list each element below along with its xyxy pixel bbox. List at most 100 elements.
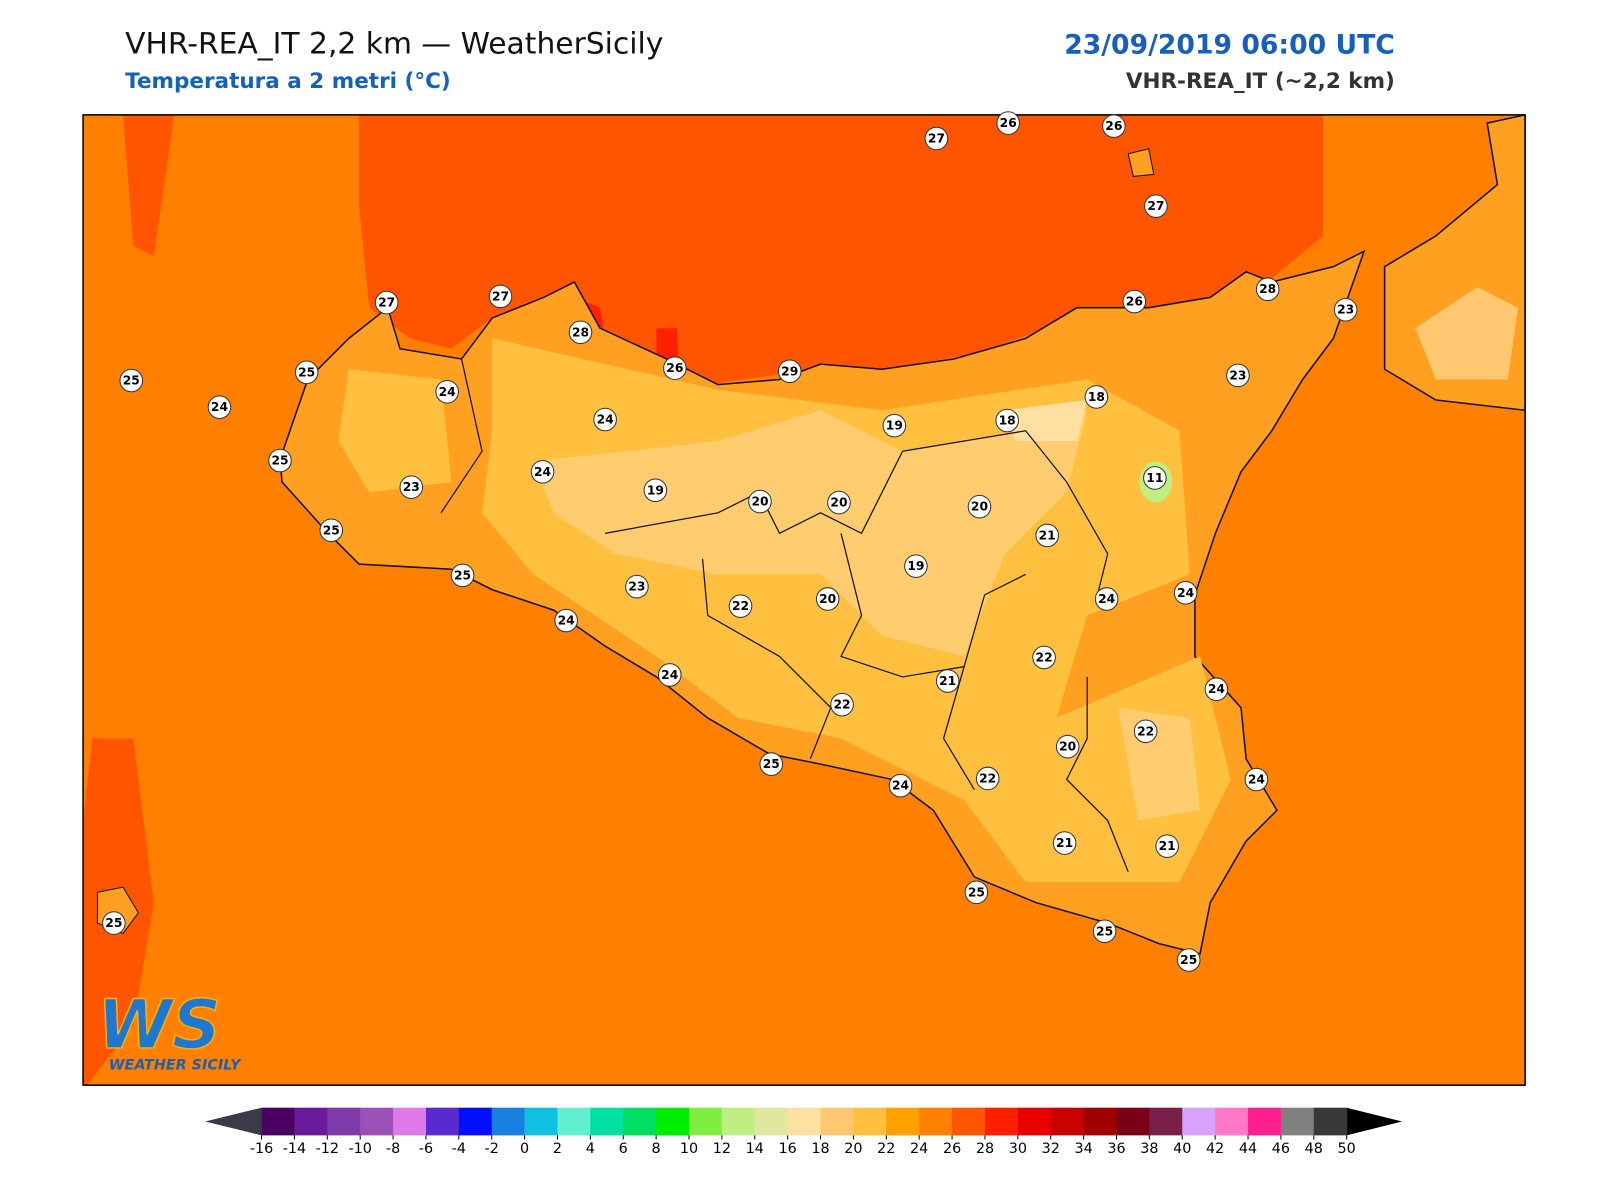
colorbar-cell	[919, 1107, 953, 1136]
station-marker	[102, 911, 126, 935]
colorbar-cell	[820, 1107, 854, 1136]
station: 20	[748, 489, 772, 514]
station-value: 23	[1337, 303, 1354, 317]
station-value: 23	[403, 480, 420, 494]
colorbar-cell	[524, 1107, 558, 1136]
station: 23	[625, 574, 649, 599]
station-marker	[399, 475, 424, 499]
colorbar-tick-label: 4	[586, 1141, 595, 1157]
station-value: 25	[105, 916, 122, 930]
station-value: 21	[939, 674, 956, 688]
station-marker	[888, 773, 913, 798]
station: 27	[924, 126, 949, 151]
station-value: 26	[1000, 116, 1017, 130]
colorbar-tick-label: 20	[844, 1141, 862, 1157]
colorbar-tick-label: 2	[553, 1141, 562, 1157]
station-value: 21	[1039, 528, 1056, 542]
colorbar-tick-label: 50	[1338, 1141, 1356, 1157]
station: 27	[488, 284, 513, 309]
station: 28	[568, 320, 593, 345]
station-value: 26	[666, 361, 683, 375]
colorbar-cell	[1083, 1107, 1118, 1136]
station: 24	[1173, 581, 1198, 605]
colorbar-tick-label: -16	[250, 1141, 273, 1157]
station: 23	[1333, 297, 1358, 322]
station-marker	[374, 290, 399, 315]
station-marker	[319, 518, 344, 543]
station: 23	[1226, 363, 1250, 388]
colorbar-tick-label: 12	[713, 1141, 731, 1157]
station-marker	[530, 460, 555, 484]
colorbar-cell	[1017, 1107, 1052, 1136]
colorbar-tick-label: 16	[779, 1141, 797, 1157]
station: 21	[1035, 523, 1059, 548]
colorbar-tick-label: 22	[877, 1141, 895, 1157]
station-marker	[1092, 919, 1117, 944]
station-marker	[1133, 719, 1158, 744]
station-value: 24	[661, 668, 678, 682]
colorbar-tick-label: 34	[1074, 1141, 1092, 1157]
station-value: 22	[979, 771, 996, 785]
station: 28	[1255, 277, 1280, 302]
station-marker	[625, 574, 649, 599]
station: 25	[1092, 919, 1117, 944]
logo-text: WEATHER SICILY	[109, 1058, 242, 1074]
station: 19	[904, 554, 928, 578]
station: 24	[593, 407, 617, 432]
station-value: 20	[830, 496, 847, 510]
station: 20	[1055, 734, 1080, 759]
station-value: 24	[1208, 682, 1225, 696]
station-marker	[268, 448, 292, 473]
colorbar-tick-label: 46	[1272, 1141, 1290, 1157]
station-value: 24	[1098, 592, 1115, 606]
station-marker	[1052, 831, 1077, 855]
station-marker	[882, 413, 907, 438]
station: 23	[399, 475, 424, 499]
station-marker	[1084, 385, 1109, 409]
station-marker	[815, 587, 840, 611]
map-frame	[82, 114, 1526, 1086]
station-marker	[1176, 948, 1201, 972]
station-value: 18	[999, 414, 1016, 428]
station-marker	[593, 407, 617, 432]
station-marker	[435, 380, 459, 404]
map	[83, 114, 1526, 1086]
station-marker	[995, 408, 1019, 433]
stations: 27 26 26 27 27 27 28 26 29 26 28 23 25 24 25 24 24 19 18 18…	[102, 111, 1358, 972]
station-marker	[1244, 767, 1269, 792]
station: 19	[643, 478, 668, 503]
station-value: 24	[439, 385, 456, 399]
station: 25	[759, 752, 784, 776]
colorbar-tick-label: 32	[1042, 1141, 1060, 1157]
colorbar-tick-label: 42	[1206, 1141, 1224, 1157]
colorbar-tick-label: -6	[419, 1141, 433, 1157]
station: 25	[450, 563, 475, 588]
colorbar-over	[1346, 1107, 1403, 1136]
station: 22	[830, 692, 854, 717]
station-marker	[1032, 645, 1056, 670]
station: 21	[935, 669, 960, 693]
station: 22	[1133, 719, 1158, 744]
colorbar-tick-label: 28	[976, 1141, 994, 1157]
station-value: 23	[628, 580, 645, 594]
station: 24	[1094, 587, 1119, 611]
station-value: 28	[572, 325, 589, 339]
colorbar-cell	[984, 1107, 1019, 1136]
station: 25	[268, 448, 292, 473]
station: 24	[554, 608, 578, 633]
colorbar-cell	[294, 1107, 328, 1136]
station-marker	[964, 880, 989, 905]
colorbar-tick-label: 6	[619, 1141, 628, 1157]
station-value: 25	[968, 885, 985, 899]
station-value: 27	[492, 289, 509, 303]
station-marker	[1173, 581, 1198, 605]
station-value: 26	[1105, 119, 1122, 133]
station-value: 27	[1147, 199, 1164, 213]
station-value: 22	[833, 698, 850, 712]
station-value: 27	[378, 296, 395, 310]
colorbar-cell	[886, 1107, 920, 1136]
station: 26	[996, 111, 1020, 135]
station-value: 19	[907, 559, 924, 573]
colorbar-tick-label: 14	[746, 1141, 764, 1157]
